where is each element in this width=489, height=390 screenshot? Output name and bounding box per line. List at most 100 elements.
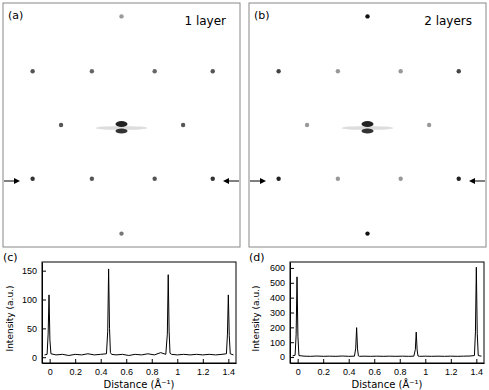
tick: 0.8	[394, 359, 407, 377]
diffraction-spot	[336, 176, 340, 180]
x-axis: 0 0.2 0.4 0.6 0.8 1 1.2 1.4	[43, 359, 237, 377]
tick-label: 1.4	[223, 367, 236, 377]
diffraction-spot	[305, 123, 309, 127]
tick: 0.4	[95, 359, 108, 377]
tick-mark	[425, 359, 426, 363]
spots	[276, 14, 461, 236]
arrow-shaft	[250, 181, 261, 182]
tick-mark	[298, 359, 299, 363]
tick: 0.2	[69, 359, 82, 377]
tick-mark	[349, 359, 350, 363]
tick-mark	[451, 359, 452, 363]
diffraction-spot	[119, 14, 123, 18]
x-axis-title: Distance (Å⁻¹)	[104, 378, 175, 390]
tick-mark	[476, 359, 477, 363]
x-axis-title: Distance (Å⁻¹)	[352, 378, 423, 390]
diffraction-spot	[30, 176, 34, 180]
arrow-shaft	[474, 181, 485, 182]
tick-label: 200	[270, 323, 285, 333]
tick: 0.8	[146, 359, 159, 377]
arrow-shaft	[4, 181, 15, 182]
y-axis: 0100200300400500600	[270, 263, 294, 364]
tick: 150	[22, 266, 46, 276]
tick-mark	[290, 268, 294, 269]
arrow-shaft	[228, 181, 239, 182]
axis-domain	[43, 363, 237, 364]
tick-label: 0.4	[343, 367, 356, 377]
tick: 1.2	[445, 359, 458, 377]
diffraction-spot	[365, 14, 369, 18]
tick-mark	[42, 328, 46, 329]
arrow-head	[14, 178, 20, 184]
diffraction-spot	[90, 176, 94, 180]
tick-label: 500	[270, 278, 285, 288]
tick-mark	[400, 359, 401, 363]
diffraction-spot	[398, 69, 402, 73]
diffraction-spot	[276, 176, 280, 180]
tick: 1	[423, 359, 428, 377]
tick-label: 600	[270, 263, 285, 273]
tick-mark	[152, 359, 153, 363]
tick: 1.4	[223, 359, 236, 377]
tick-label: 0.4	[95, 367, 108, 377]
y-axis-title: Intensity (a.u.)	[5, 286, 15, 352]
tick-label: 0	[280, 352, 285, 362]
diffraction-spot	[211, 176, 215, 180]
figure: (a)1 layer(b)2 layers 0 0.2 0.4 0.6 0.8 1 1.2 1.…	[0, 0, 489, 390]
tick-mark	[290, 357, 294, 358]
diffraction-spot	[211, 69, 215, 73]
tick: 0.6	[120, 359, 133, 377]
tick: 1.4	[471, 359, 484, 377]
tick: 100	[270, 338, 294, 348]
diffraction-spot	[457, 69, 461, 73]
diffraction-spot	[181, 123, 185, 127]
tick: 0.6	[368, 359, 381, 377]
tick-label: 0	[48, 367, 53, 377]
diffraction-spot	[119, 231, 123, 235]
tick: 1.2	[197, 359, 210, 377]
tick-label: 0	[296, 367, 301, 377]
x-axis: 0 0.2 0.4 0.6 0.8 1 1.2 1.4	[291, 359, 485, 377]
axis-domain	[291, 363, 485, 364]
tick: 600	[270, 263, 294, 273]
tick: 1	[175, 359, 180, 377]
line-panel: 0 0.2 0.4 0.6 0.8 1 1.2 1.4 0 50 100 150 Distance (Å…	[3, 251, 237, 390]
arrow-head	[260, 178, 266, 184]
tick: 100	[22, 295, 46, 305]
tick-label: 400	[270, 293, 285, 303]
tick-label: 100	[270, 338, 285, 348]
tick-mark	[75, 359, 76, 363]
diffraction-spot	[59, 123, 63, 127]
tick-label: 1	[175, 367, 180, 377]
tick: 0.2	[317, 359, 330, 377]
central-beam	[362, 129, 374, 134]
diffraction-panel: (a)1 layer	[3, 3, 240, 247]
central-beam	[116, 129, 128, 134]
tick-label: 0.8	[146, 367, 159, 377]
tick-label: 1.4	[471, 367, 484, 377]
panel-frame	[3, 3, 240, 247]
diffraction-spot	[427, 123, 431, 127]
tick-mark	[374, 359, 375, 363]
tick-mark	[126, 359, 127, 363]
tick-mark	[42, 357, 46, 358]
spots	[30, 14, 215, 236]
arrow-head	[223, 178, 229, 184]
y-axis: 0 50 100 150	[22, 263, 46, 364]
tick-mark	[290, 298, 294, 299]
panel-label: (b)	[254, 9, 270, 22]
tick: 0.4	[343, 359, 356, 377]
tick-label: 0.8	[394, 367, 407, 377]
diffraction-panel: (b)2 layers	[249, 3, 486, 247]
tick-mark	[50, 359, 51, 363]
panel-frame	[249, 3, 486, 247]
diffraction-spot	[457, 176, 461, 180]
tick-mark	[290, 283, 294, 284]
tick-label: 50	[27, 324, 37, 334]
tick-label: 1.2	[197, 367, 210, 377]
tick-mark	[323, 359, 324, 363]
diffraction-spot	[152, 69, 156, 73]
tick-label: 0.2	[69, 367, 82, 377]
tick-label: 0	[32, 353, 37, 363]
plot-frame	[42, 262, 236, 363]
